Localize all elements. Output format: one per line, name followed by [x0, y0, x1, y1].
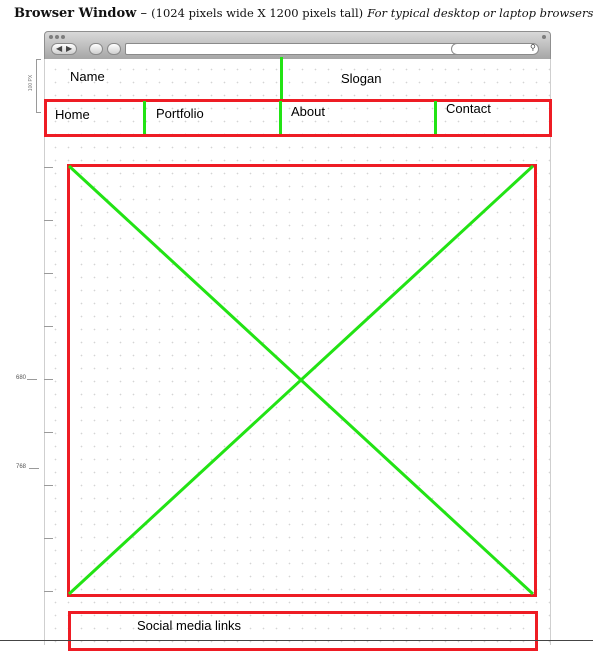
back-arrow-icon: ◀ — [56, 44, 63, 53]
window-dot-icon — [55, 35, 59, 39]
nav-home[interactable]: Home — [55, 107, 90, 122]
search-field[interactable] — [451, 43, 539, 55]
nav-divider — [434, 101, 437, 134]
ruler-tick — [44, 485, 53, 486]
ruler-label-768: 768 — [16, 464, 27, 470]
ruler-marker — [29, 468, 39, 469]
content-placeholder-frame — [67, 164, 537, 597]
social-links-label[interactable]: Social media links — [137, 618, 242, 633]
site-name: Name — [70, 69, 105, 84]
window-dot-icon — [542, 35, 546, 39]
nav-divider — [279, 101, 282, 134]
nav-divider — [143, 101, 146, 134]
content-placeholder-cross — [67, 164, 535, 596]
ruler-tick — [44, 538, 53, 539]
ruler-tick — [44, 591, 53, 592]
title-note: For typical desktop or laptop browsers — [367, 6, 593, 20]
cross-line-up — [67, 164, 535, 596]
nav-about[interactable]: About — [291, 104, 325, 119]
ruler-label-680: 680 — [16, 375, 27, 381]
ruler-tick — [44, 432, 53, 433]
divider — [0, 640, 593, 641]
page-title: Browser Window – (1024 pixels wide X 120… — [14, 6, 593, 21]
nav-bar — [44, 99, 552, 137]
back-forward-button[interactable] — [51, 43, 77, 55]
ruler-tick — [44, 273, 53, 274]
title-main: Browser Window — [14, 6, 137, 21]
ruler-tick — [44, 167, 53, 168]
forward-arrow-icon: ▶ — [66, 44, 73, 53]
nav-portfolio[interactable]: Portfolio — [156, 106, 204, 121]
window-dot-icon — [49, 35, 53, 39]
header-divider — [280, 57, 283, 99]
browser-toolbar: ◀ ▶ ⚲ — [44, 31, 551, 59]
page-button[interactable] — [107, 43, 121, 55]
nav-contact[interactable]: Contact — [446, 101, 491, 116]
header-height-bracket — [36, 59, 41, 113]
ruler-tick — [44, 326, 53, 327]
url-field[interactable] — [125, 43, 485, 55]
reload-button[interactable] — [89, 43, 103, 55]
page-canvas — [44, 59, 551, 645]
ruler-tick — [44, 379, 53, 380]
window-dot-icon — [61, 35, 65, 39]
title-dash: – — [136, 6, 152, 21]
search-icon: ⚲ — [530, 43, 536, 52]
ruler-marker — [27, 379, 37, 380]
ruler-tick — [44, 220, 53, 221]
header-height-label: 100 PX — [28, 74, 34, 92]
site-slogan: Slogan — [341, 71, 382, 86]
title-dimensions: (1024 pixels wide X 1200 pixels tall) — [151, 6, 364, 20]
